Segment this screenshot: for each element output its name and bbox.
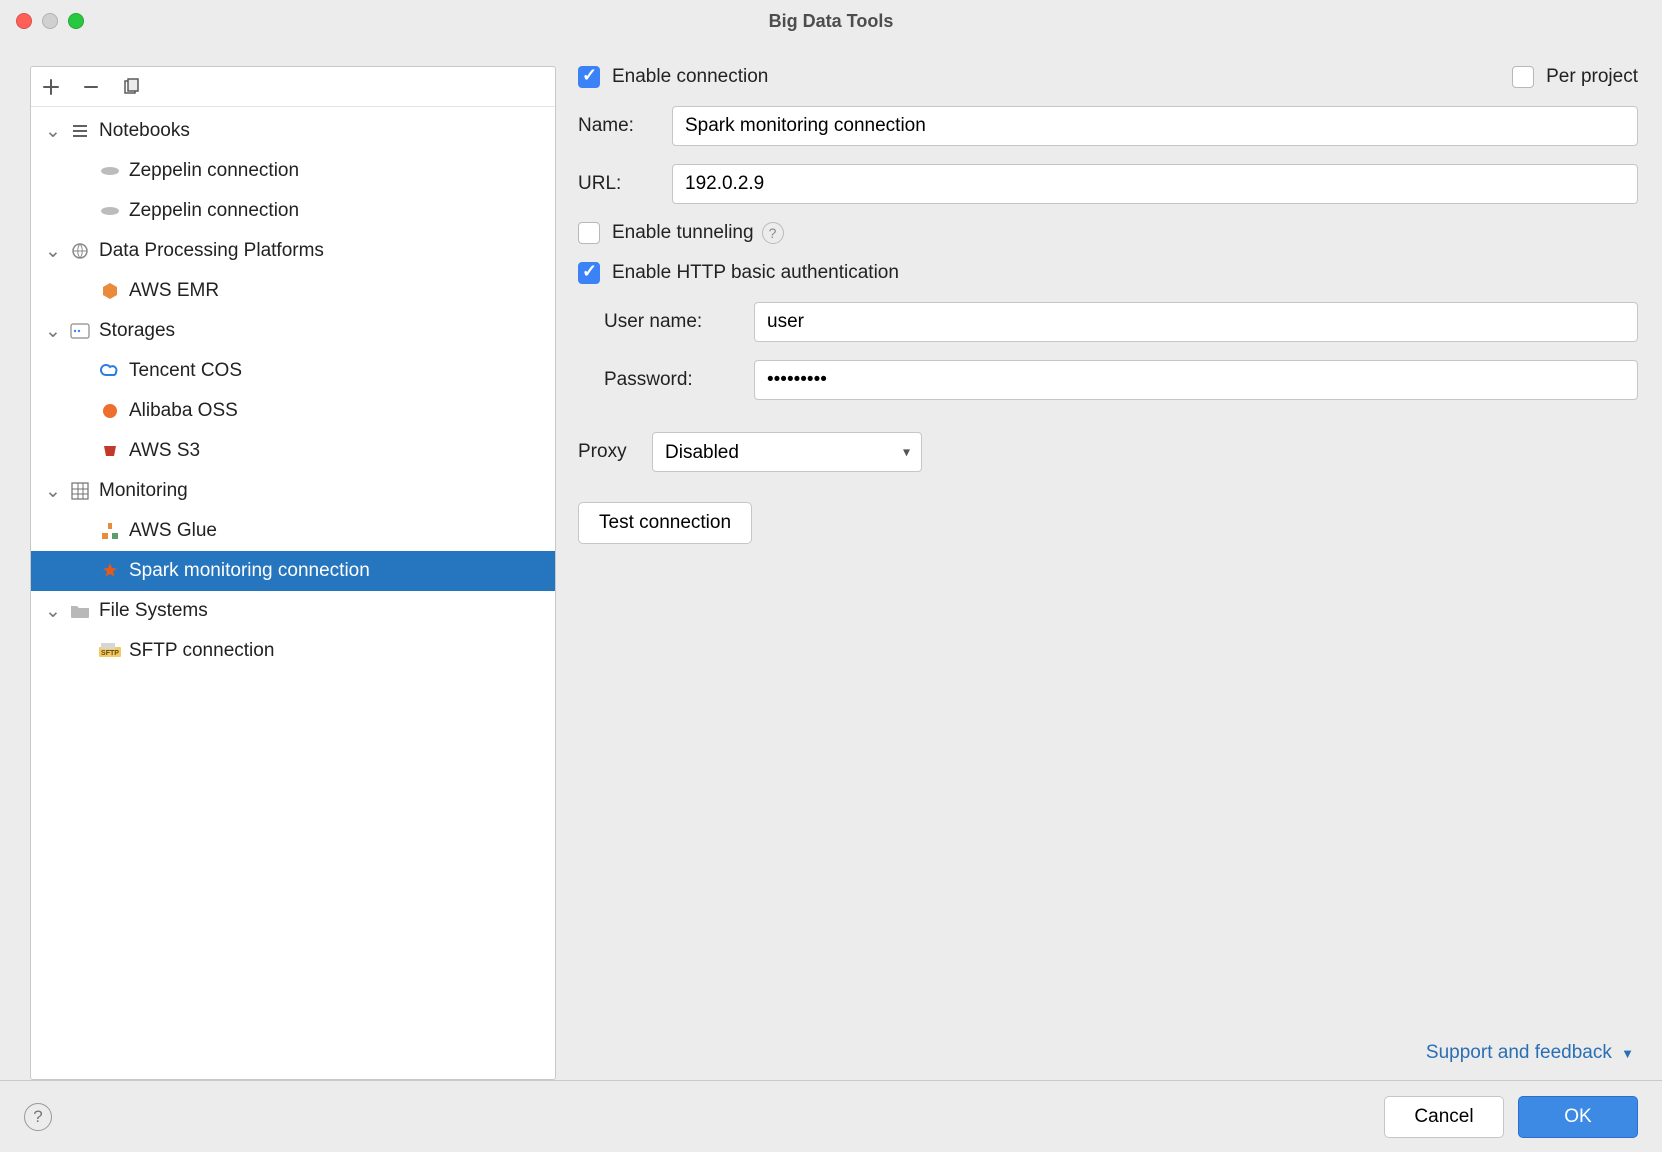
tree-group-label: Storages (99, 320, 175, 342)
username-input[interactable] (754, 302, 1638, 342)
spark-icon (99, 560, 121, 582)
zoom-window-icon[interactable] (68, 13, 84, 29)
chevron-down-icon: ▼ (1621, 1046, 1634, 1061)
enable-tunneling-checkbox[interactable]: Enable tunneling (578, 222, 754, 244)
dialog-footer: ? Cancel OK (0, 1080, 1662, 1152)
glue-icon (99, 520, 121, 542)
tree-group[interactable]: ⌄ Storages (31, 311, 555, 351)
copy-connection-button[interactable] (119, 75, 143, 99)
chevron-down-icon: ⌄ (45, 120, 61, 143)
help-icon[interactable]: ? (762, 222, 784, 244)
enable-tunneling-input[interactable] (578, 222, 600, 244)
folder-icon (69, 600, 91, 622)
chevron-down-icon: ⌄ (45, 600, 61, 623)
minimize-window-icon (42, 13, 58, 29)
per-project-checkbox[interactable]: Per project (1512, 66, 1638, 88)
proxy-label: Proxy (578, 441, 652, 463)
tree-group[interactable]: ⌄ File Systems (31, 591, 555, 631)
username-label: User name: (604, 311, 754, 333)
tree-item-label: AWS EMR (129, 280, 219, 302)
tree-item[interactable]: Alibaba OSS (31, 391, 555, 431)
sidebar-toolbar (31, 67, 555, 107)
cancel-button[interactable]: Cancel (1384, 1096, 1504, 1138)
per-project-label: Per project (1546, 66, 1638, 88)
tree-item[interactable]: Zeppelin connection (31, 191, 555, 231)
tree-item[interactable]: AWS EMR (31, 271, 555, 311)
name-input[interactable] (672, 106, 1638, 146)
tree-item-label: Tencent COS (129, 360, 242, 382)
emr-icon (99, 280, 121, 302)
dialog-help-button[interactable]: ? (24, 1103, 52, 1131)
tree-item-label: Zeppelin connection (129, 200, 299, 222)
password-label: Password: (604, 369, 754, 391)
tree-group[interactable]: ⌄ Notebooks (31, 111, 555, 151)
chevron-down-icon: ⌄ (45, 240, 61, 263)
tree-group-label: Data Processing Platforms (99, 240, 324, 262)
remove-connection-button[interactable] (79, 75, 103, 99)
chevron-down-icon: ⌄ (45, 480, 61, 503)
tree-item[interactable]: SFTP SFTP connection (31, 631, 555, 671)
url-label: URL: (578, 173, 672, 195)
cos-icon (99, 360, 121, 382)
tree-item-label: Spark monitoring connection (129, 560, 370, 582)
tree-item-label: Zeppelin connection (129, 160, 299, 182)
globe-icon (69, 240, 91, 262)
per-project-input[interactable] (1512, 66, 1534, 88)
test-connection-button[interactable]: Test connection (578, 502, 752, 544)
tree-item-label: SFTP connection (129, 640, 274, 662)
grid-icon (69, 480, 91, 502)
name-label: Name: (578, 115, 672, 137)
enable-connection-input[interactable] (578, 66, 600, 88)
tree-item[interactable]: AWS Glue (31, 511, 555, 551)
enable-http-auth-label: Enable HTTP basic authentication (612, 262, 899, 284)
sftp-icon: SFTP (99, 640, 121, 662)
titlebar: Big Data Tools (0, 0, 1662, 42)
zeppelin-icon (99, 160, 121, 182)
storage-icon (69, 320, 91, 342)
password-input[interactable] (754, 360, 1638, 400)
dialog-window: Big Data Tools ⌄ Notebooks Zeppelin connec… (0, 0, 1662, 1152)
url-input[interactable] (672, 164, 1638, 204)
zeppelin-icon (99, 200, 121, 222)
enable-http-auth-input[interactable] (578, 262, 600, 284)
add-connection-button[interactable] (39, 75, 63, 99)
connections-tree: ⌄ Notebooks Zeppelin connection Zeppelin co… (31, 107, 555, 1079)
enable-http-auth-checkbox[interactable]: Enable HTTP basic authentication (578, 262, 899, 284)
proxy-select[interactable]: Disabled (652, 432, 922, 472)
svg-text:SFTP: SFTP (101, 650, 119, 657)
tree-group[interactable]: ⌄ Data Processing Platforms (31, 231, 555, 271)
connection-form: Enable connection Per project Name: URL:… (578, 66, 1638, 1080)
enable-connection-checkbox[interactable]: Enable connection (578, 66, 768, 88)
close-window-icon[interactable] (16, 13, 32, 29)
window-controls (16, 13, 84, 29)
tree-group-label: Notebooks (99, 120, 190, 142)
tree-group-label: Monitoring (99, 480, 188, 502)
oss-icon (99, 400, 121, 422)
support-feedback-link[interactable]: Support and feedback ▼ (578, 1034, 1638, 1080)
chevron-down-icon: ⌄ (45, 320, 61, 343)
enable-tunneling-label: Enable tunneling (612, 222, 754, 244)
tree-group-label: File Systems (99, 600, 208, 622)
lines-icon (69, 120, 91, 142)
tree-item[interactable]: Tencent COS (31, 351, 555, 391)
ok-button[interactable]: OK (1518, 1096, 1638, 1138)
s3-icon (99, 440, 121, 462)
tree-item[interactable]: Spark monitoring connection (31, 551, 555, 591)
enable-connection-label: Enable connection (612, 66, 768, 88)
tree-item-label: Alibaba OSS (129, 400, 238, 422)
connections-sidebar: ⌄ Notebooks Zeppelin connection Zeppelin co… (30, 66, 556, 1080)
tree-group[interactable]: ⌄ Monitoring (31, 471, 555, 511)
window-title: Big Data Tools (0, 11, 1662, 32)
tree-item[interactable]: Zeppelin connection (31, 151, 555, 191)
tree-item[interactable]: AWS S3 (31, 431, 555, 471)
tree-item-label: AWS S3 (129, 440, 200, 462)
tree-item-label: AWS Glue (129, 520, 217, 542)
